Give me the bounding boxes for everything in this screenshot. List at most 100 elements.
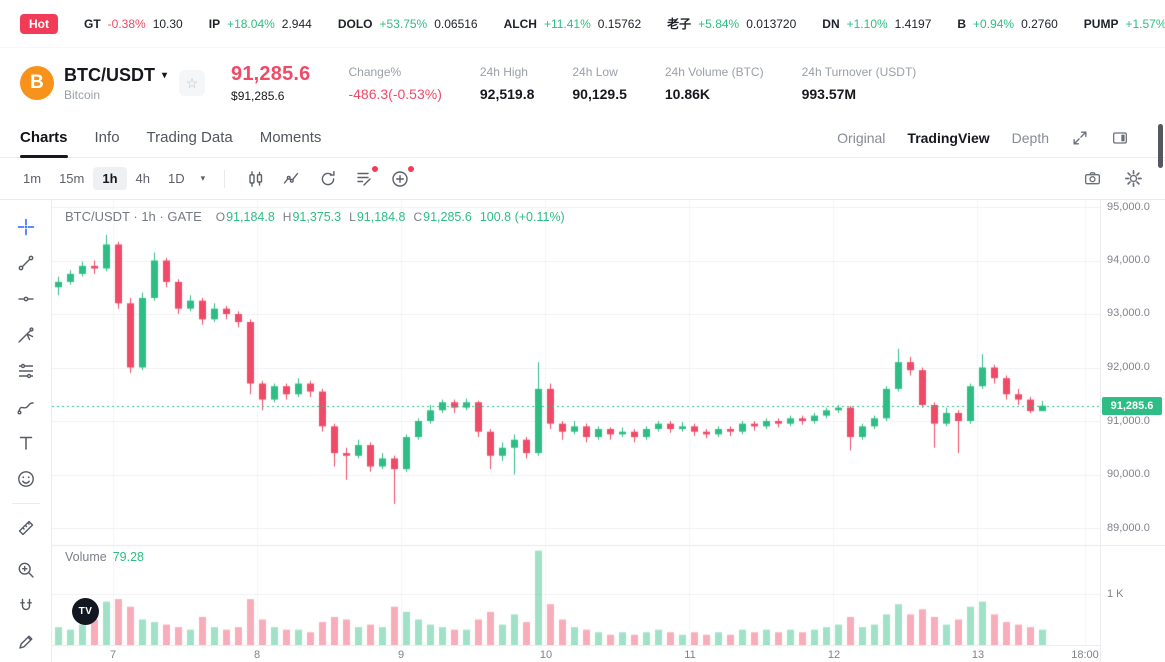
hot-ticker-bar: Hot GT -0.38% 10.30 IP +18.04% 2.944 DOL… (0, 0, 1165, 48)
timeframe-1m[interactable]: 1m (14, 167, 50, 190)
edit-icon[interactable] (11, 627, 41, 657)
measure-icon[interactable] (11, 513, 41, 543)
tradingview-logo[interactable]: TV (72, 598, 99, 625)
view-original[interactable]: Original (837, 129, 886, 146)
price-tick: 94,000.0 (1107, 254, 1150, 266)
ticker-price: 0.2760 (1021, 16, 1058, 31)
ticker-price: 0.15762 (597, 16, 642, 31)
pair-header: B BTC/USDT ▾ Bitcoin ☆ 91,285.6 $91,285.… (0, 48, 1165, 118)
ticker-item-alch[interactable]: ALCH +11.41% 0.15762 (504, 17, 642, 31)
ticker-item-ip[interactable]: IP +18.04% 2.944 (209, 17, 312, 31)
pair-fullname: Bitcoin (64, 87, 101, 102)
timeframe-dropdown-icon[interactable]: ▾ (195, 172, 212, 185)
ticker-price: 0.013720 (746, 17, 797, 31)
ticker-price: 10.30 (152, 16, 183, 31)
view-tradingview[interactable]: TradingView (907, 129, 990, 146)
indicators-icon[interactable] (282, 169, 302, 189)
tab-moments[interactable]: Moments (259, 129, 322, 146)
open-value: 91,184.8 (226, 210, 275, 224)
notification-dot (408, 165, 415, 172)
brush-icon[interactable] (11, 392, 41, 422)
pitchfork-icon[interactable] (11, 320, 41, 350)
price-chart-canvas[interactable] (52, 200, 1100, 645)
timeframe-4h[interactable]: 4h (127, 167, 159, 190)
notification-dot (372, 165, 379, 172)
panel-right-icon[interactable] (1111, 129, 1129, 147)
ticker-symbol: PUMP (1083, 16, 1119, 31)
price-tick: 95,000.0 (1107, 201, 1150, 213)
chevron-down-icon: ▾ (162, 69, 168, 81)
time-axis[interactable]: 7 8 9 10 11 12 13 18:00 (52, 645, 1100, 662)
time-label: 7 (109, 649, 117, 661)
ticker-symbol: 老子 (667, 17, 692, 31)
high-value: 91,375.3 (292, 210, 342, 224)
price-block: 91,285.6 $91,285.6 (231, 63, 310, 103)
refresh-icon[interactable] (318, 169, 338, 189)
gear-icon[interactable] (1124, 169, 1143, 188)
chart-view-switcher: Original TradingView Depth (837, 129, 1145, 147)
candles-icon[interactable] (246, 169, 266, 189)
stat-24h-volume: 24h Volume (BTC) 10.86K (664, 64, 764, 102)
ticker-change: -0.38% (107, 16, 146, 31)
ticker-change: +11.41% (543, 16, 591, 31)
expand-icon[interactable] (1071, 129, 1089, 147)
tab-info[interactable]: Info (94, 129, 120, 146)
crosshair-icon[interactable] (11, 212, 41, 242)
camera-icon[interactable] (1083, 169, 1102, 188)
view-depth[interactable]: Depth (1011, 129, 1049, 146)
volume-value: 79.28 (112, 550, 144, 564)
tab-trading-data[interactable]: Trading Data (146, 129, 233, 146)
ticker-item-laozi[interactable]: 老子 +5.84% 0.013720 (667, 15, 796, 32)
price-tick: 90,000.0 (1107, 468, 1150, 480)
scrollbar-thumb[interactable] (1158, 124, 1163, 168)
main-tabs: Charts Info Trading Data Moments Origina… (0, 118, 1165, 158)
fib-retracement-icon[interactable] (11, 356, 41, 386)
ticker-symbol: GT (84, 16, 101, 31)
templates-icon[interactable] (354, 165, 379, 189)
last-price: 91,285.6 (231, 63, 311, 85)
drawing-toolbar (0, 200, 52, 662)
ticker-change: +5.84% (698, 17, 740, 31)
horizontal-line-icon[interactable] (11, 284, 41, 314)
close-value: 91,285.6 (423, 210, 472, 224)
current-price-badge: 91,285.6 (1102, 397, 1162, 415)
chart-legend: BTC/USDT · 1h · GATE O91,184.8 H91,375.3 L9… (65, 209, 565, 224)
star-icon: ☆ (185, 74, 199, 91)
ticker-item-dolo[interactable]: DOLO +53.75% 0.06516 (338, 17, 478, 31)
stat-change: Change% -486.3(-0.53%) (348, 64, 442, 102)
pair-selector[interactable]: BTC/USDT ▾ Bitcoin (64, 65, 167, 102)
price-tick: 92,000.0 (1107, 361, 1150, 373)
hot-badge: Hot (20, 13, 58, 34)
magnet-icon[interactable] (11, 591, 41, 621)
time-label: 9 (397, 649, 405, 661)
toolbar-right (1083, 169, 1151, 188)
ticker-item-dn[interactable]: DN +1.10% 1.4197 (822, 17, 931, 31)
stat-24h-high: 24h High 92,519.8 (479, 64, 535, 102)
ticker-change: +53.75% (379, 16, 428, 31)
ticker-symbol: ALCH (503, 16, 537, 31)
ticker-change: +1.57% (1125, 16, 1165, 31)
trend-line-icon[interactable] (11, 248, 41, 278)
divider (224, 169, 226, 188)
ticker-change: +0.94% (973, 16, 1015, 31)
ticker-item-b[interactable]: B +0.94% 0.2760 (957, 17, 1057, 31)
ticker-item-gt[interactable]: GT -0.38% 10.30 (84, 17, 183, 31)
change-value: -486.3(-0.53%) (348, 85, 442, 102)
time-label: 12 (827, 649, 841, 661)
tab-charts[interactable]: Charts (20, 118, 68, 158)
text-icon[interactable] (11, 428, 41, 458)
emoji-icon[interactable] (11, 464, 41, 494)
time-label: 8 (253, 649, 261, 661)
ticker-item-pump[interactable]: PUMP +1.57% 0.002457 (1084, 17, 1165, 31)
price-axis[interactable]: 95,000.0 94,000.0 93,000.0 92,000.0 91,0… (1100, 200, 1165, 662)
timeframe-1h[interactable]: 1h (93, 167, 127, 190)
timeframe-1d[interactable]: 1D (159, 167, 194, 190)
add-indicator-icon[interactable] (390, 165, 415, 189)
volume-tick: 1 K (1107, 588, 1124, 600)
timeframe-15m[interactable]: 15m (50, 167, 93, 190)
ticker-symbol: DOLO (337, 16, 373, 31)
zoom-icon[interactable] (11, 555, 41, 585)
time-label: 13 (971, 649, 985, 661)
stat-24h-low: 24h Low 90,129.5 (572, 64, 627, 102)
favorite-button[interactable]: ☆ (179, 70, 206, 96)
